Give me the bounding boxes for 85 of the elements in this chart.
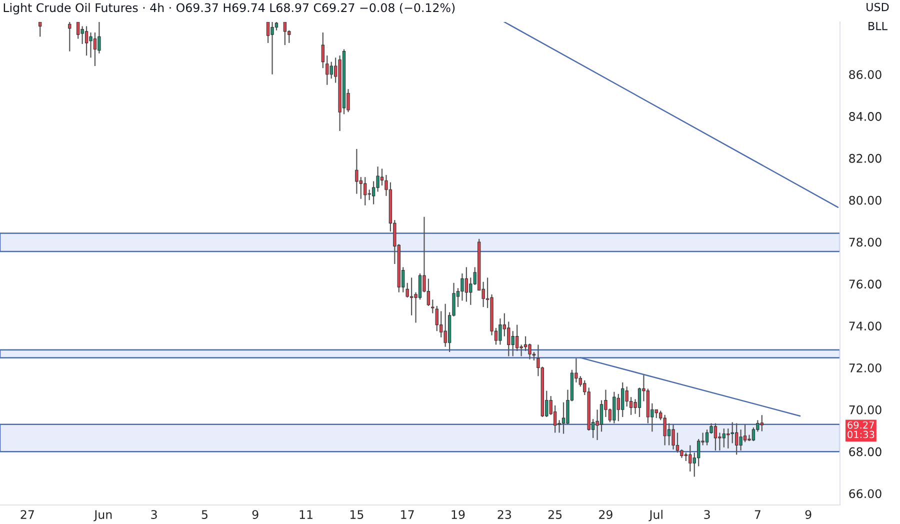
y-tick-label: 82.00	[849, 154, 882, 163]
x-tick-label: 9	[252, 510, 258, 519]
x-tick-label: 25	[548, 510, 562, 519]
candlestick	[464, 266, 468, 302]
y-tick-label: 86.00	[849, 70, 882, 80]
candlestick	[507, 321, 510, 357]
candlestick	[562, 402, 566, 434]
x-tick-label: 23	[498, 510, 511, 519]
x-tick-label: 29	[599, 510, 612, 519]
candlestick	[364, 176, 367, 206]
candlestick	[743, 424, 747, 443]
y-tick-label: 66.00	[849, 489, 882, 498]
candlestick	[760, 414, 764, 432]
candlestick	[435, 305, 438, 332]
y-tick-label: 68.00	[849, 447, 882, 456]
candlestick	[705, 429, 709, 446]
candlestick	[283, 22, 287, 46]
candlestick	[672, 424, 675, 450]
candlestick	[688, 444, 692, 472]
candlestick	[410, 277, 414, 316]
candlestick	[266, 22, 270, 44]
candlestick	[612, 391, 616, 424]
candlestick	[321, 32, 325, 69]
x-tick-label: Jun	[94, 510, 112, 522]
candlestick	[93, 32, 97, 67]
candlestick	[722, 428, 726, 448]
x-tick-label: 17	[401, 510, 414, 519]
candlestick	[355, 148, 358, 194]
candlestick	[600, 400, 604, 432]
candlestick	[76, 22, 80, 40]
candlestick	[734, 422, 738, 456]
candlestick	[330, 61, 333, 80]
candlestick	[726, 428, 730, 449]
candlestick	[89, 32, 92, 58]
y-tick-label: 84.00	[849, 112, 882, 121]
x-tick-label: 27	[20, 510, 34, 519]
candlestick	[621, 382, 624, 418]
text: 69.27	[848, 421, 874, 429]
y-tick-label: 78.00	[849, 238, 882, 247]
candlestick	[80, 26, 84, 45]
candlestick	[444, 303, 447, 348]
x-tick-label: 19	[452, 510, 465, 519]
candlestick	[418, 272, 422, 300]
text: 01:33	[848, 430, 874, 438]
y-tick-label: 80.00	[849, 196, 882, 205]
candlestick	[326, 54, 329, 86]
candlestick	[376, 166, 380, 192]
candlestick	[431, 299, 434, 314]
candlestick	[84, 26, 88, 56]
candlestick	[498, 318, 502, 346]
x-tick-label: Jul	[648, 510, 662, 522]
text: BLL	[868, 22, 888, 30]
candlestick	[676, 432, 680, 454]
candlestick	[714, 422, 718, 452]
x-tick-label: 5	[202, 510, 208, 519]
candlestick	[38, 22, 42, 38]
y-tick-label: 74.00	[849, 322, 882, 330]
candlestick	[511, 330, 514, 357]
y-tick-label: 76.00	[849, 280, 882, 289]
candlestick	[752, 426, 756, 442]
x-tick-label: 11	[300, 510, 312, 519]
candlestick	[426, 278, 430, 306]
candlestick	[528, 343, 532, 360]
candlestick	[625, 386, 628, 408]
candlestick	[270, 22, 274, 75]
candlestick	[460, 272, 464, 302]
candlestick	[730, 422, 734, 444]
x-tick-label: 3	[704, 510, 710, 519]
candlestick	[524, 336, 528, 352]
candlestick	[68, 22, 72, 52]
candlestick	[406, 282, 409, 298]
y-tick-label: 72.00	[849, 363, 882, 372]
text: USD	[866, 2, 889, 12]
x-tick-label: 15	[350, 510, 364, 519]
candlestick	[663, 414, 666, 446]
candlestick	[515, 324, 519, 352]
chart-title: Light Crude Oil Futures · 4h · O69.37 H69.74 L68.97 C69.27 −0.08 (−0.12%)	[4, 3, 455, 14]
candlestick	[380, 168, 384, 186]
candlestick	[98, 22, 101, 54]
x-tick-label: 3	[151, 510, 157, 519]
y-tick-label: 70.00	[849, 405, 882, 414]
candlestick	[638, 387, 642, 418]
candlestick	[739, 429, 742, 452]
x-tick-label: 9	[805, 510, 812, 519]
x-tick-label: 7	[754, 510, 760, 519]
